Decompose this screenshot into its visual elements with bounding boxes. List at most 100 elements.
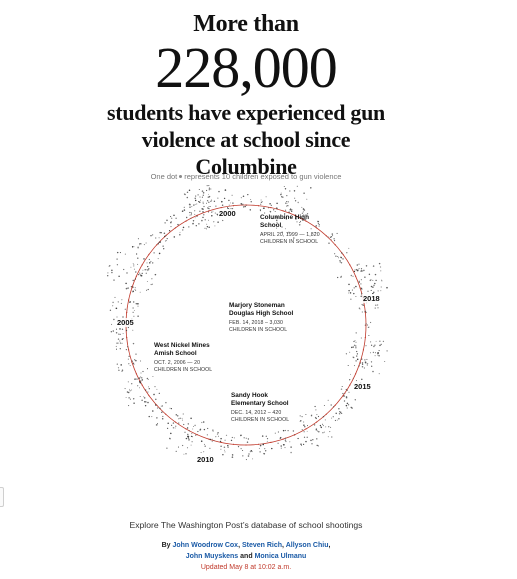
student-dot (316, 414, 318, 416)
student-dot (194, 213, 196, 215)
ring-tick-dot (245, 204, 247, 206)
author-link-muyskens[interactable]: John Muyskens (185, 553, 239, 560)
student-dot (170, 226, 172, 228)
student-dot (187, 437, 190, 439)
student-dot (237, 445, 240, 448)
student-dot (240, 197, 242, 199)
student-dot (124, 253, 126, 255)
student-dot (361, 363, 364, 365)
student-dot (218, 190, 220, 193)
student-dot (284, 429, 286, 432)
student-dot (371, 365, 373, 367)
student-dot (133, 315, 135, 317)
student-dot (269, 202, 271, 205)
student-dot (202, 208, 204, 211)
student-dot (361, 270, 364, 272)
student-dot (194, 203, 196, 205)
author-link-ulmanu[interactable]: Monica Ulmanu (254, 553, 307, 560)
byline-separator: , (238, 542, 241, 549)
ring-tick-dot (315, 227, 318, 229)
student-dot (340, 262, 343, 264)
student-dot (132, 291, 134, 293)
student-dot (119, 333, 121, 335)
student-dot (121, 299, 123, 301)
year-label-2000: 2000 (218, 209, 237, 218)
student-dot (353, 340, 355, 343)
student-dot (374, 307, 376, 309)
student-dot (348, 404, 350, 406)
student-dot (195, 225, 197, 227)
student-dot (132, 342, 135, 345)
legend-text-after: represents 10 children exposed to gun vi… (184, 172, 342, 181)
student-dot (289, 190, 291, 192)
student-dot (211, 441, 213, 443)
student-dot (356, 358, 359, 361)
ring-tick-dot (128, 349, 130, 351)
student-dot (296, 185, 298, 187)
student-dot (166, 447, 168, 449)
student-dot (322, 425, 324, 427)
ring-tick-dot (156, 244, 158, 246)
student-dot (146, 289, 148, 291)
student-dot (345, 388, 347, 390)
student-dot (352, 378, 354, 380)
student-dot (317, 415, 320, 418)
student-dot (281, 196, 283, 198)
student-dot (317, 430, 319, 432)
ring-tick-dot (364, 311, 366, 314)
student-dot (139, 381, 142, 384)
student-dot (315, 417, 317, 420)
student-dot (224, 189, 227, 191)
student-dot (116, 363, 118, 365)
student-dot (117, 367, 120, 369)
student-dot (127, 287, 129, 289)
student-dot (271, 447, 273, 450)
student-dot (288, 211, 290, 213)
student-dot (364, 276, 366, 278)
student-dot (198, 200, 200, 203)
student-dot (289, 208, 292, 211)
student-dot (178, 418, 180, 420)
student-dot (154, 386, 156, 388)
student-dot (143, 396, 145, 398)
student-dot (140, 274, 143, 277)
ring-tick-dot (196, 214, 198, 216)
student-dot (372, 292, 374, 295)
student-dot (116, 342, 118, 344)
side-drawer-tab[interactable] (0, 487, 4, 507)
student-dot (119, 252, 121, 254)
student-dot (123, 268, 125, 271)
student-dot (195, 434, 197, 436)
student-dot (185, 453, 187, 455)
student-dot (277, 442, 279, 444)
student-dot (120, 302, 122, 304)
student-dot (206, 228, 207, 230)
author-link-chiu[interactable]: Allyson Chiu (285, 542, 329, 549)
student-dot (139, 243, 141, 245)
student-dot (140, 376, 142, 378)
student-dot (364, 310, 366, 313)
student-dot (299, 415, 301, 417)
student-dot (202, 194, 204, 196)
student-dot (286, 201, 288, 203)
author-link-cox[interactable]: John Woodrow Cox (172, 542, 239, 549)
student-dot (304, 218, 307, 221)
student-dot (188, 226, 190, 228)
student-dot (156, 422, 159, 425)
student-dot (300, 443, 302, 445)
student-dot (259, 209, 262, 211)
student-dot (189, 204, 191, 206)
student-dot (266, 440, 268, 442)
student-dot (185, 437, 188, 440)
student-dot (213, 440, 215, 441)
student-dot (132, 311, 134, 313)
author-link-rich[interactable]: Steven Rich (241, 542, 283, 549)
ring-tick-dot (126, 336, 128, 339)
student-dot (378, 373, 380, 375)
student-dot (125, 397, 127, 398)
student-dot (182, 226, 185, 229)
student-dot (189, 206, 191, 208)
student-dot (268, 207, 270, 209)
student-dot (203, 443, 205, 445)
student-dot (122, 332, 124, 334)
